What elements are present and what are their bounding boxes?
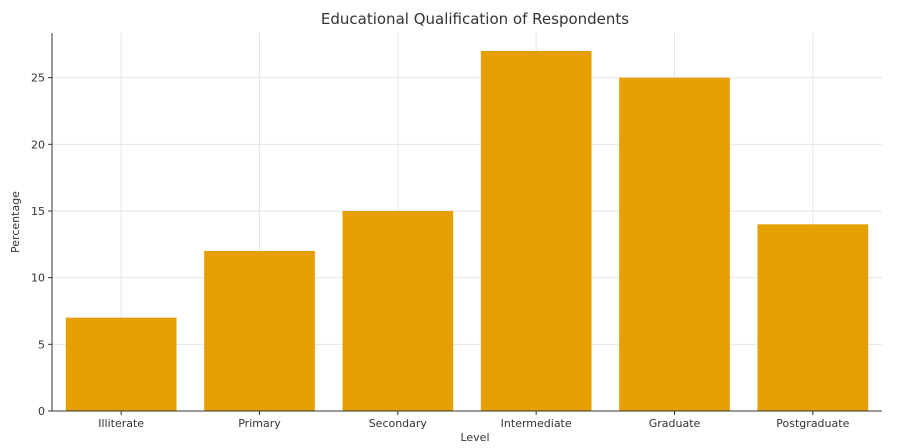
bars-layer [65, 51, 869, 412]
y-tick-label: 10 [31, 272, 45, 285]
bar-graduate [619, 77, 730, 412]
bar-illiterate [65, 317, 177, 411]
x-tick-label: Postgraduate [776, 417, 849, 430]
x-tick-label: Secondary [369, 417, 428, 430]
y-axis-label: Percentage [9, 191, 22, 253]
x-axis-label: Level [460, 431, 489, 444]
y-tick-label: 20 [31, 138, 45, 151]
bar-intermediate [480, 51, 592, 411]
y-tick-label: 15 [31, 205, 45, 218]
bar-primary [204, 251, 315, 411]
bar-secondary [342, 211, 454, 411]
x-tick-label: Intermediate [501, 417, 572, 430]
y-tick-label: 25 [31, 72, 45, 85]
chart-title: Educational Qualification of Respondents [321, 10, 629, 28]
ticks-layer: 0 5 10 15 20 25 Illiterate Primary Secondary Inte… [31, 72, 850, 430]
x-tick-label: Primary [238, 417, 281, 430]
x-tick-label: Illiterate [98, 417, 144, 430]
axes-layer [51, 33, 882, 412]
x-tick-label: Graduate [649, 417, 701, 430]
y-tick-label: 0 [38, 405, 45, 418]
y-tick-label: 5 [38, 338, 45, 351]
bar-postgraduate [757, 224, 869, 411]
